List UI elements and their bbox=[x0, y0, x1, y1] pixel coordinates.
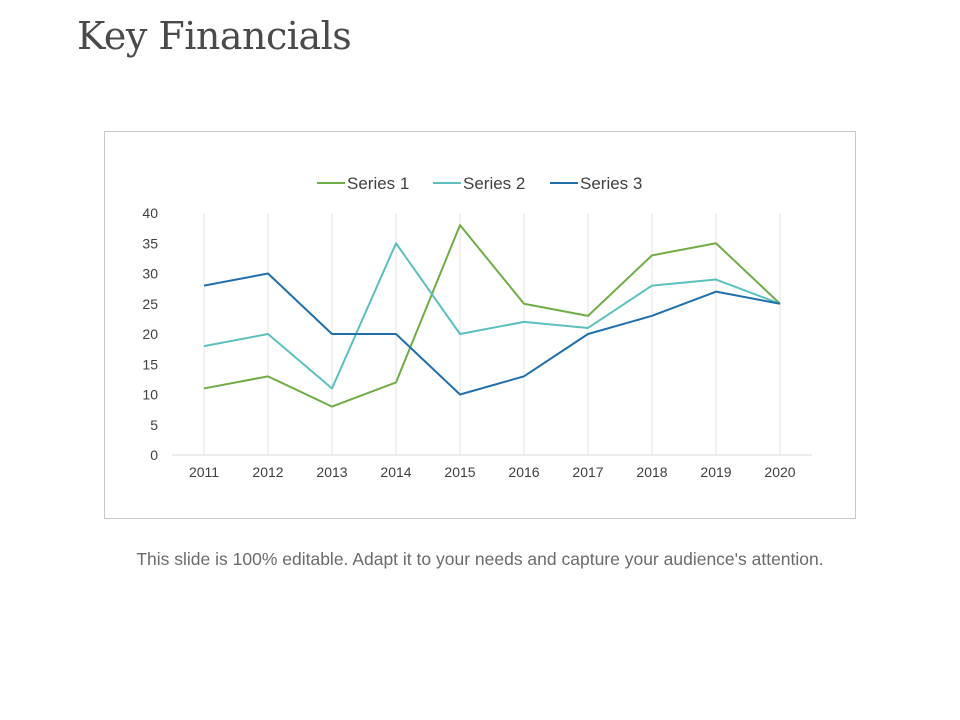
slide-caption: This slide is 100% editable. Adapt it to… bbox=[136, 549, 824, 569]
x-tick-label-2012: 2012 bbox=[252, 464, 283, 480]
x-tick-label-2013: 2013 bbox=[316, 464, 347, 480]
legend-label-2: Series 2 bbox=[463, 174, 525, 193]
y-tick-label-0: 0 bbox=[150, 447, 158, 463]
y-tick-label-30: 30 bbox=[142, 266, 158, 282]
y-tick-label-25: 25 bbox=[142, 296, 158, 312]
y-tick-label-10: 10 bbox=[142, 387, 158, 403]
y-tick-label-20: 20 bbox=[142, 326, 158, 342]
y-tick-label-5: 5 bbox=[150, 417, 158, 433]
page-title: Key Financials bbox=[77, 14, 352, 58]
x-tick-label-2016: 2016 bbox=[508, 464, 539, 480]
y-tick-label-15: 15 bbox=[142, 356, 158, 372]
series-line-3 bbox=[203, 272, 781, 396]
y-tick-label-40: 40 bbox=[142, 205, 158, 221]
x-tick-label-2018: 2018 bbox=[636, 464, 667, 480]
x-tick-label-2017: 2017 bbox=[572, 464, 603, 480]
y-tick-label-35: 35 bbox=[142, 235, 158, 251]
series-line-1 bbox=[203, 224, 781, 408]
chart-frame bbox=[104, 131, 856, 519]
x-tick-label-2014: 2014 bbox=[380, 464, 411, 480]
x-tick-label-2011: 2011 bbox=[189, 464, 219, 480]
x-tick-label-2019: 2019 bbox=[700, 464, 731, 480]
x-tick-label-2015: 2015 bbox=[444, 464, 475, 480]
legend-label-1: Series 1 bbox=[347, 174, 409, 193]
legend-label-3: Series 3 bbox=[580, 174, 642, 193]
x-tick-label-2020: 2020 bbox=[764, 464, 795, 480]
series-line-2 bbox=[203, 242, 781, 390]
